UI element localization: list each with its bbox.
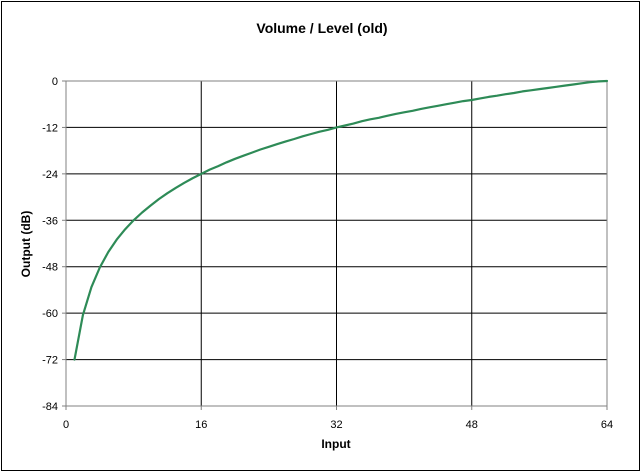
y-tick-label: -72 xyxy=(42,355,58,367)
y-tick-label: -48 xyxy=(42,262,58,274)
y-tick-label: -84 xyxy=(42,401,58,413)
series-layer xyxy=(73,79,609,361)
y-tick-label: -36 xyxy=(42,215,58,227)
series-line xyxy=(73,79,609,361)
y-tick-label: -60 xyxy=(42,308,58,320)
grid-lines xyxy=(66,80,608,406)
x-axis-label: Input xyxy=(321,437,350,451)
x-tick-label: 16 xyxy=(195,419,207,431)
axis-ticks: 0 -12 -24 -36 -48 -60 -72 -84 0 16 32 48 64 xyxy=(42,76,613,431)
x-tick-label: 64 xyxy=(601,419,613,431)
x-tick-label: 0 xyxy=(63,419,69,431)
y-tick-label: -12 xyxy=(42,122,58,134)
chart-title: Volume / Level (old) xyxy=(256,20,387,36)
y-tick-label: 0 xyxy=(52,76,58,88)
y-tick-label: -24 xyxy=(42,169,58,181)
x-tick-label: 32 xyxy=(330,419,342,431)
x-tick-label: 48 xyxy=(466,419,478,431)
y-axis-label: Output (dB) xyxy=(19,211,33,278)
